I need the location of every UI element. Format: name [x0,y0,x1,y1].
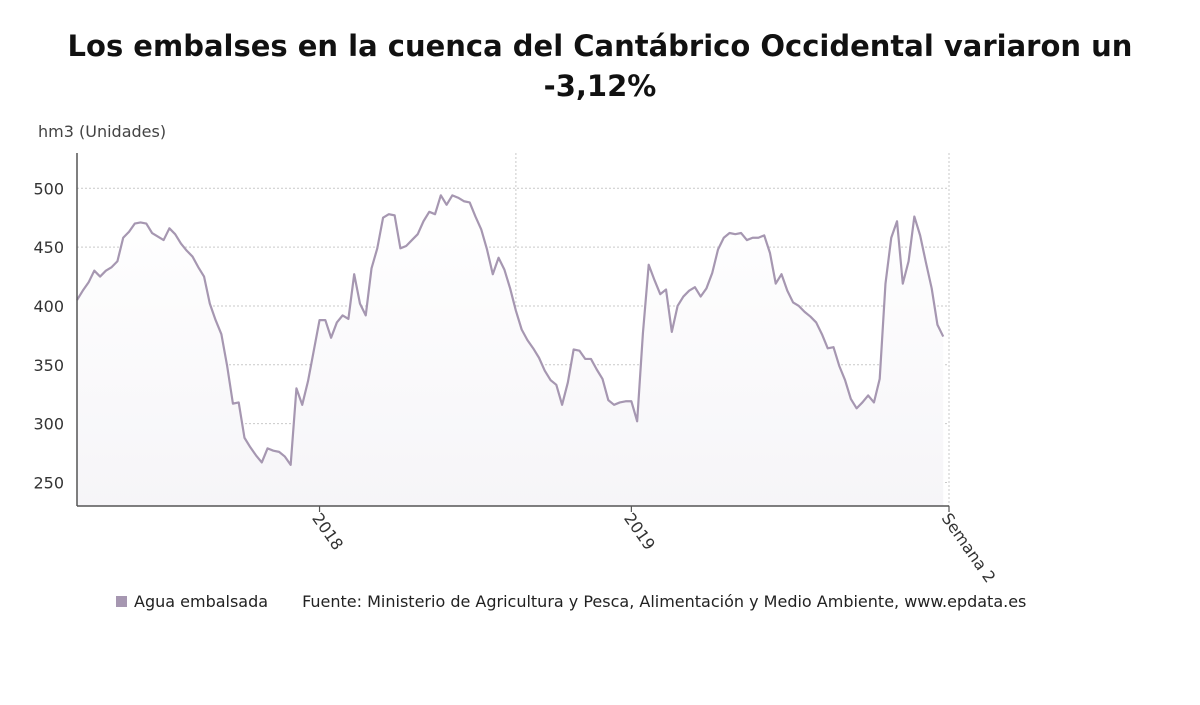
source-text: Fuente: Ministerio de Agricultura y Pesc… [302,592,1027,611]
y-tick-label: 450 [33,238,64,257]
area-layer [77,195,944,507]
chart-title-line-2: -3,12% [543,69,657,103]
line-layer [76,194,945,466]
series-line-agua-embalsada [76,194,945,466]
y-axis-unit-label: hm3 (Unidades) [38,122,167,141]
y-tick-label: 350 [33,356,64,375]
legend: Agua embalsada Fuente: Ministerio de Agr… [116,592,1026,611]
series-area [77,195,944,507]
x-tick-label: Semana 2 [938,509,1000,586]
y-tick-label: 400 [33,297,64,316]
axis-layer [76,153,950,512]
x-tick-label: 2019 [620,509,659,553]
chart-title: Los embalses en la cuenca del Cantábrico… [0,26,1200,106]
legend-label: Agua embalsada [134,592,269,611]
legend-swatch [116,596,127,607]
y-tick-label: 300 [33,415,64,434]
y-tick-label: 500 [33,179,64,198]
chart-title-line-1: Los embalses en la cuenca del Cantábrico… [67,29,1133,63]
x-tick-label: 2018 [308,509,347,553]
y-tick-label: 250 [33,473,64,492]
